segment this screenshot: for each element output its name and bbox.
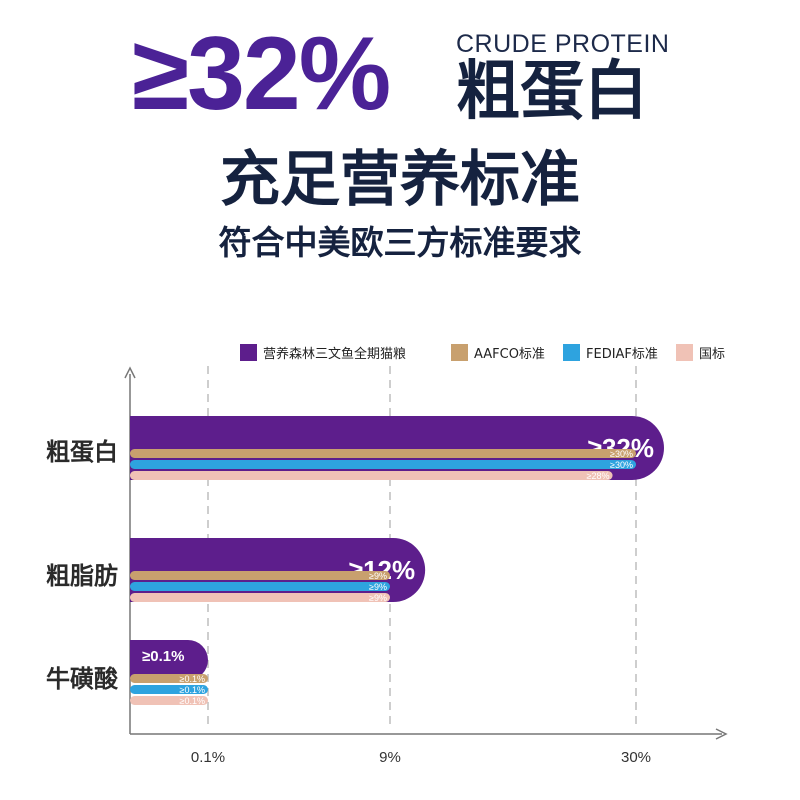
bar-standard-value-label: ≥0.1% <box>180 696 205 706</box>
legend-swatch <box>240 344 257 361</box>
legend-label: AAFCO标准 <box>474 347 545 362</box>
legend-label: 国标 <box>699 347 725 362</box>
bar-standard-value-label: ≥30% <box>610 449 633 459</box>
bar-standard <box>130 449 636 458</box>
bar-standard <box>130 696 208 705</box>
x-tick-label: 0.1% <box>191 749 225 766</box>
bar-standard <box>130 674 208 683</box>
legend-swatch <box>451 344 468 361</box>
x-tick-label: 30% <box>621 749 651 766</box>
bar-standard <box>130 571 390 580</box>
bar-standard-value-label: ≥9% <box>369 582 387 592</box>
category-label: 粗蛋白 <box>46 438 118 466</box>
legend-label: FEDIAF标准 <box>586 347 658 362</box>
hero-section: ≥32% CRUDE PROTEIN 粗蛋白 充足营养标准 符合中美欧三方标准要… <box>0 0 800 280</box>
x-tick-label: 9% <box>379 749 401 766</box>
y-axis-arrow-icon <box>124 366 136 379</box>
bar-standard-value-label: ≥9% <box>369 571 387 581</box>
legend-label: 营养森林三文鱼全期猫粮 <box>263 346 406 362</box>
bar-standard <box>130 460 636 469</box>
legend-swatch <box>676 344 693 361</box>
bar-standard <box>130 582 390 591</box>
bar-standard <box>130 593 390 602</box>
bar-brand <box>130 640 208 680</box>
page-subheadline: 符合中美欧三方标准要求 <box>218 223 582 262</box>
bar-standard-value-label: ≥0.1% <box>180 685 205 695</box>
nutrition-comparison-chart: 0.1% 9% 30% 营养森林三文鱼全期猫粮 AAFCO标准 FEDIAF标准 国标粗蛋白… <box>46 344 728 766</box>
bar-standard <box>130 471 613 480</box>
bar-standard <box>130 685 208 694</box>
category-label: 牛磺酸 <box>46 665 119 693</box>
page-headline: 充足营养标准 <box>220 145 580 215</box>
bar-standard-value-label: ≥28% <box>587 471 610 481</box>
bar-brand <box>130 416 664 480</box>
bar-standard-value-label: ≥9% <box>369 593 387 603</box>
legend-swatch <box>563 344 580 361</box>
crude-protein-english-label: CRUDE PROTEIN <box>456 30 670 58</box>
protein-percent-headline: ≥32% <box>132 16 391 132</box>
crude-protein-chinese-label: 粗蛋白 <box>456 55 648 129</box>
bar-standard-value-label: ≥0.1% <box>180 674 205 684</box>
category-label: 粗脂肪 <box>46 562 118 590</box>
bar-brand-value-label: ≥0.1% <box>142 648 184 665</box>
x-axis-arrow-icon <box>715 728 728 740</box>
bar-standard-value-label: ≥30% <box>610 460 633 470</box>
